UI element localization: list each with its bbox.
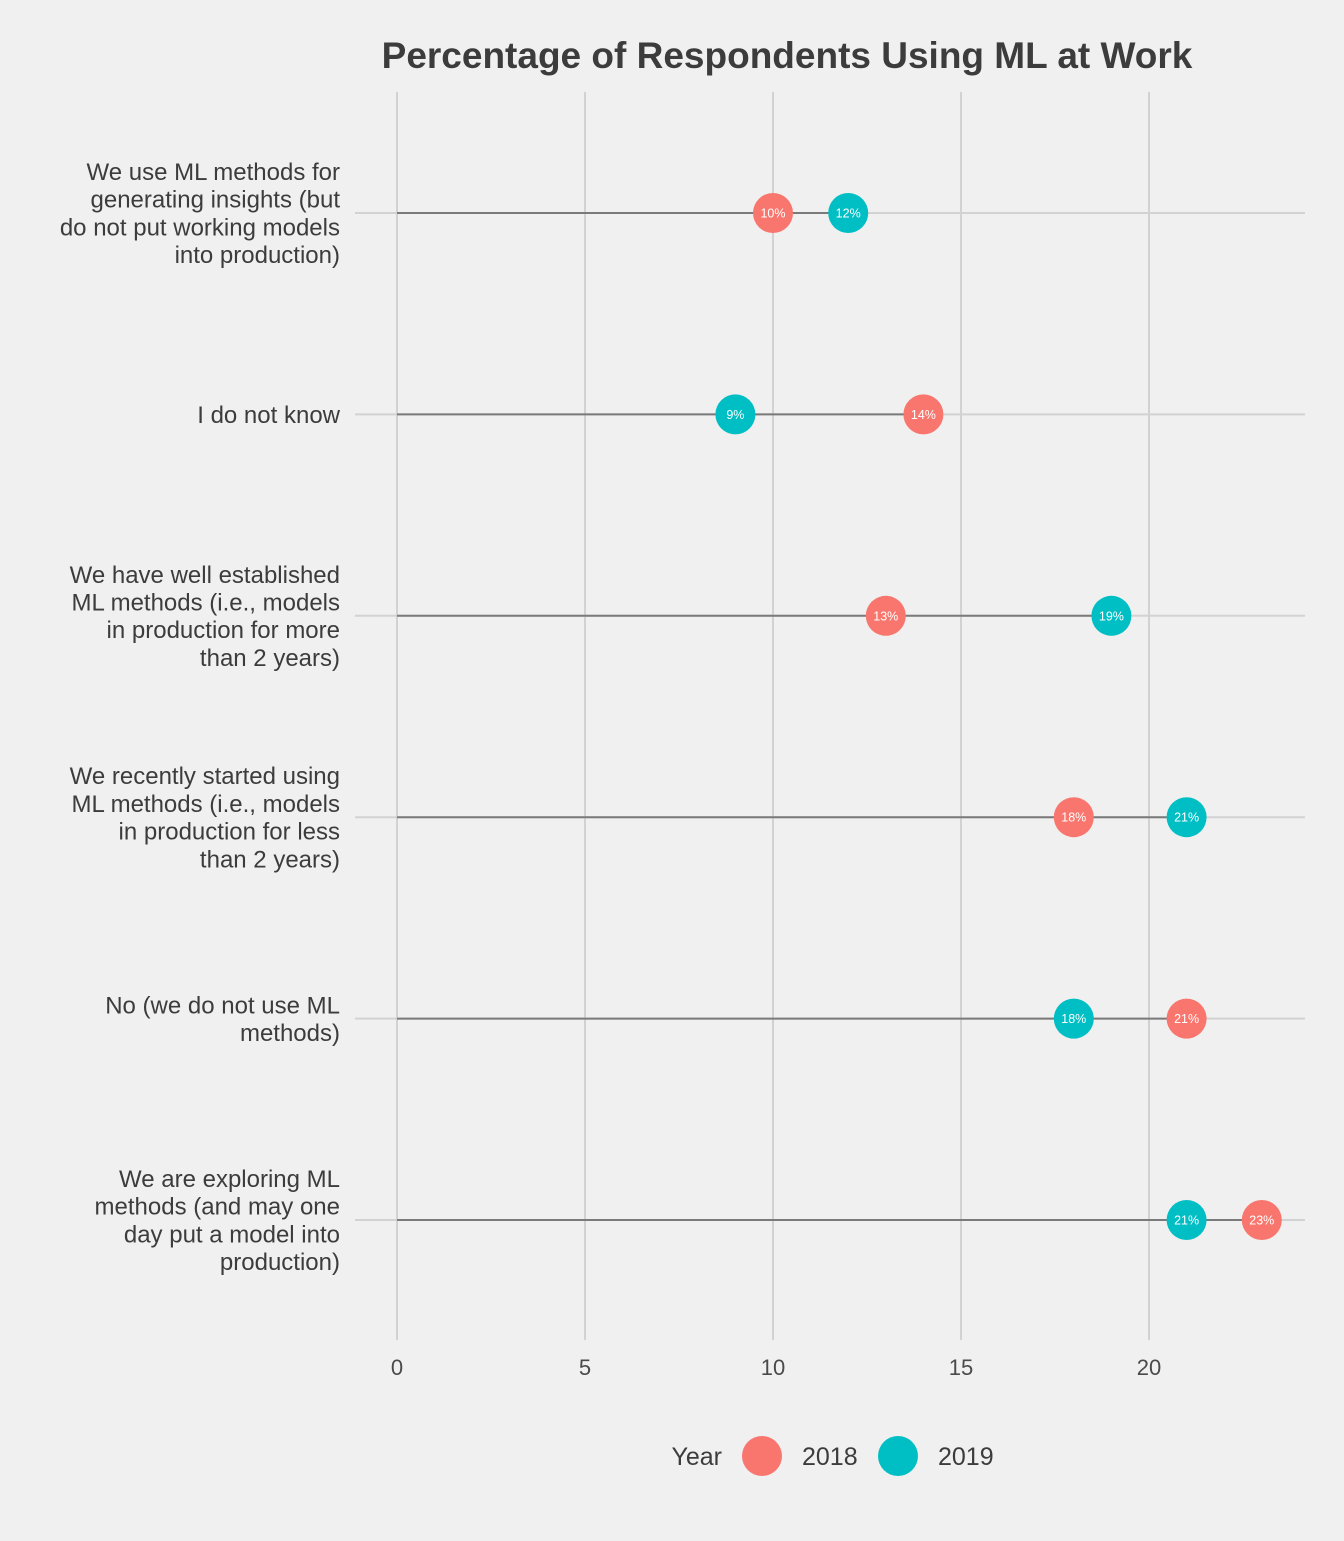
category-label-line: day put a model into [124,1221,340,1248]
category-label-line: ML methods (i.e., models [71,791,340,818]
legend-label: 2018 [802,1443,858,1471]
category-label-line: I do not know [197,402,340,429]
x-tick-label: 5 [579,1355,591,1380]
data-label: 12% [836,207,861,221]
category-label-line: methods (and may one [95,1194,340,1221]
category-label: We are exploring ML methods (and may one d… [95,1166,340,1276]
legend-title: Year [671,1443,722,1471]
category-label-line: than 2 years) [200,846,340,873]
category-label-line: into production) [175,242,340,269]
category-label-line: do not put working models [60,214,340,241]
category-label-line: We use ML methods for [87,159,340,186]
x-tick-label: 10 [761,1355,785,1380]
x-tick-label: 20 [1137,1355,1161,1380]
data-label: 14% [911,408,936,422]
data-label: 10% [760,207,785,221]
segment-layer [397,213,1262,1220]
category-label: No (we do not use ML methods) [105,992,340,1047]
category-label-line: We recently started using [70,763,340,790]
legend-key-2019 [878,1436,918,1476]
x-tick-label: 0 [391,1355,403,1380]
category-label: We have well established ML methods (i.e.… [70,562,340,672]
data-label: 9% [726,408,744,422]
data-label: 23% [1249,1214,1274,1228]
category-label-line: production) [220,1249,340,1276]
data-label: 13% [873,609,898,623]
legend-label: 2019 [938,1443,994,1471]
category-labels: We use ML methods for generating insights… [60,159,341,1276]
data-label: 21% [1174,811,1199,825]
data-label: 18% [1061,1012,1086,1026]
x-tick-label: 15 [949,1355,973,1380]
category-label-line: methods) [240,1020,340,1047]
x-axis-ticks: 0 5 10 15 20 [391,1355,1161,1380]
point-layer: 10% 14% 13% 18% 21% 23% 12% 9% 19% 21% 18% 21% [715,193,1281,1240]
data-label: 18% [1061,811,1086,825]
data-label: 21% [1174,1214,1199,1228]
chart-title: Percentage of Respondents Using ML at Wo… [382,35,1193,76]
data-label: 19% [1099,609,1124,623]
legend-key-2018 [742,1436,782,1476]
legend: Year 2018 2019 [671,1436,993,1476]
category-label-line: We have well established [70,562,340,589]
category-label-line: We are exploring ML [119,1166,340,1193]
category-label-line: in production for less [119,819,340,846]
category-label: I do not know [197,402,340,429]
category-label-line: ML methods (i.e., models [71,589,340,616]
grid-layer [355,92,1305,1340]
category-label-line: generating insights (but [91,187,341,214]
category-label: We use ML methods for generating insights… [60,159,340,269]
data-label: 21% [1174,1012,1199,1026]
category-label-line: No (we do not use ML [105,992,340,1019]
category-label-line: in production for more [107,617,340,644]
category-label: We recently started using ML methods (i.e… [70,763,340,873]
category-label-line: than 2 years) [200,645,340,672]
